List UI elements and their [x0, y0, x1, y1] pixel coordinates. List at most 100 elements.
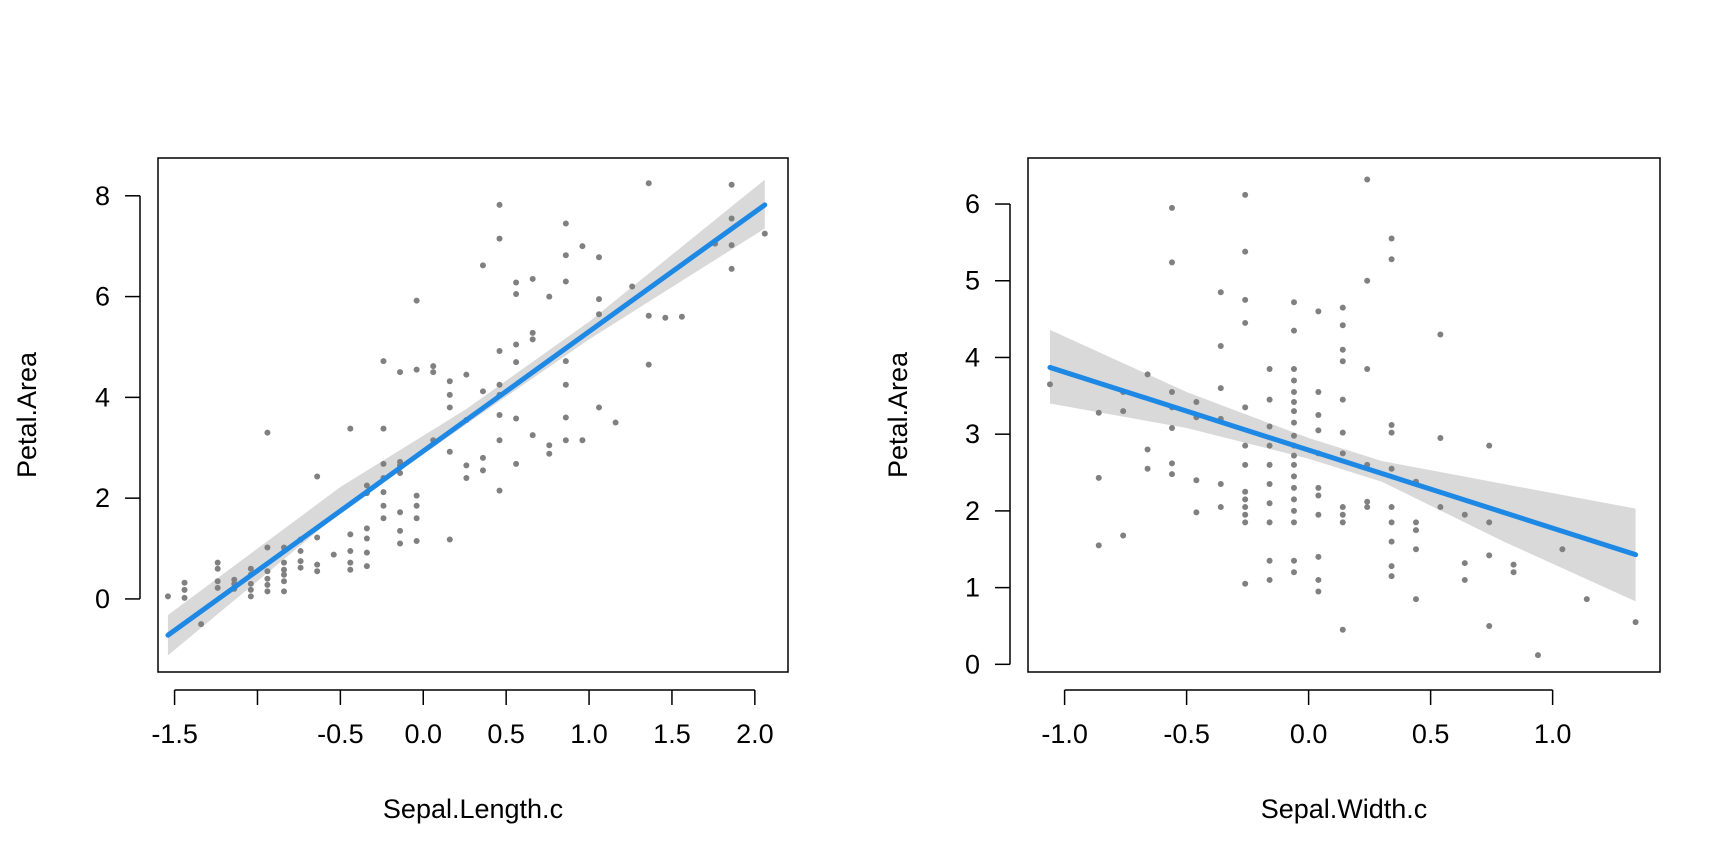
data-point [1217, 504, 1224, 511]
data-point [363, 525, 370, 532]
data-point [281, 571, 287, 578]
data-point [1193, 509, 1200, 516]
data-point [1388, 573, 1395, 580]
data-point [446, 378, 453, 385]
data-point [1339, 429, 1346, 436]
data-point [1290, 452, 1297, 459]
data-point [1339, 519, 1346, 526]
data-point [1290, 327, 1297, 334]
data-point [1168, 388, 1175, 395]
data-point [1412, 596, 1419, 603]
data-point [1437, 331, 1444, 338]
data-point [1266, 423, 1273, 430]
data-point [612, 419, 619, 426]
plot-frame [1027, 157, 1661, 673]
fit-line [1047, 364, 1639, 558]
data-point [1242, 496, 1249, 503]
data-point [1144, 446, 1151, 453]
data-point [1559, 546, 1566, 553]
panel-sepal-width: -1.0 -0.5 0.0 0.5 1.0 0 1 2 3 4 5 6 Sepal.Width.c Pet… [883, 157, 1661, 824]
panel-sepal-length: -1.5 -0.5 0.0 0.5 1.0 1.5 2.0 0 2 4 6 8 Sepal.Length… [12, 157, 789, 824]
data-point [1339, 626, 1346, 633]
x-tick-label: 1.0 [570, 719, 608, 749]
data-point [1266, 557, 1273, 564]
data-point [1388, 465, 1395, 472]
y-axis-title: Petal.Area [883, 351, 913, 478]
data-point [463, 371, 470, 378]
x-tick-label: 0.5 [1412, 719, 1450, 749]
data-point [562, 220, 569, 227]
y-tick-label: 5 [965, 266, 980, 296]
data-point [1388, 519, 1395, 526]
data-point [1266, 576, 1273, 583]
data-point [297, 558, 304, 565]
data-point [330, 551, 337, 558]
data-point [1486, 552, 1493, 559]
data-point [1217, 342, 1224, 349]
data-point [596, 404, 602, 411]
data-point [761, 230, 768, 237]
data-point [1168, 471, 1175, 478]
data-point [1290, 365, 1297, 372]
data-point [1242, 519, 1249, 526]
data-point [1315, 412, 1322, 418]
x-tick-label: 0.0 [404, 719, 442, 749]
data-point [1193, 477, 1200, 484]
data-point [1388, 429, 1395, 436]
data-point [546, 442, 553, 449]
data-point [496, 381, 503, 388]
data-point [562, 278, 569, 285]
x-tick-label: -0.5 [1163, 719, 1210, 749]
data-point [645, 312, 652, 319]
data-point [1095, 409, 1102, 416]
data-point [1242, 296, 1249, 303]
data-point [1290, 398, 1297, 405]
data-point [264, 429, 271, 436]
data-point [446, 448, 453, 455]
data-point [1339, 450, 1346, 457]
x-tick-label: -1.0 [1041, 719, 1088, 749]
data-point [380, 425, 387, 432]
data-point [181, 579, 188, 586]
data-point [1120, 408, 1127, 415]
data-point [1339, 396, 1346, 403]
data-point [1364, 365, 1371, 372]
data-point [1168, 460, 1175, 467]
data-point [496, 437, 503, 444]
data-point [397, 369, 404, 376]
y-tick-label: 8 [95, 181, 110, 211]
y-axis-title: Petal.Area [12, 351, 42, 478]
data-point [596, 311, 602, 318]
data-point [413, 297, 420, 304]
data-point [1290, 377, 1297, 384]
data-point [1339, 358, 1346, 365]
data-point [513, 359, 520, 366]
data-point [413, 502, 420, 509]
data-point [1290, 569, 1297, 576]
data-point [1242, 511, 1249, 518]
data-point [1120, 532, 1127, 539]
x-tick-label: -1.5 [151, 719, 198, 749]
data-point [347, 559, 354, 566]
data-point [513, 460, 520, 467]
data-point [1510, 569, 1517, 576]
data-point [264, 581, 271, 588]
data-point [562, 437, 569, 444]
data-point [1583, 596, 1590, 603]
data-point [314, 473, 321, 480]
x-axis-title: Sepal.Length.c [383, 794, 563, 824]
data-point [1290, 496, 1297, 503]
data-point [662, 314, 669, 321]
data-point [1339, 511, 1346, 518]
data-point [1339, 304, 1346, 311]
y-tick-label: 4 [95, 382, 110, 412]
data-point [1388, 504, 1395, 511]
data-point [1364, 176, 1371, 183]
data-point [380, 489, 387, 496]
x-tick-label: 0.5 [487, 719, 525, 749]
data-point [363, 482, 370, 489]
data-point [1242, 191, 1249, 198]
data-point [380, 358, 387, 365]
data-point [1412, 546, 1419, 553]
